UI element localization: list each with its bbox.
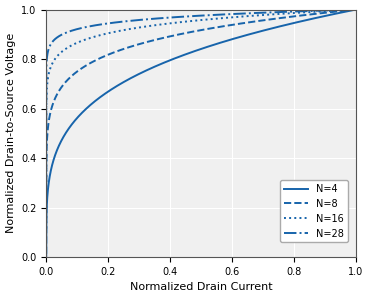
N=8	[162, 36, 167, 39]
N=4	[44, 255, 48, 259]
N=8	[299, 14, 303, 17]
Line: N=4: N=4	[46, 10, 356, 257]
N=8	[230, 23, 234, 27]
N=28	[299, 10, 303, 13]
N=16	[275, 12, 279, 16]
N=8	[100, 55, 105, 59]
Line: N=16: N=16	[46, 10, 356, 229]
N=28	[354, 8, 358, 11]
N=4	[245, 33, 250, 37]
N=16	[162, 22, 167, 26]
N=16	[100, 33, 105, 36]
N=28	[100, 22, 105, 26]
N=28	[245, 12, 250, 15]
N=28	[44, 183, 48, 187]
N=8	[245, 21, 250, 24]
N=8	[354, 8, 358, 11]
Line: N=8: N=8	[46, 10, 356, 254]
N=28	[162, 16, 167, 20]
Y-axis label: Normalized Drain-to-Source Voltage: Normalized Drain-to-Source Voltage	[6, 33, 15, 234]
N=16	[354, 8, 358, 11]
N=8	[44, 252, 48, 256]
X-axis label: Normalized Drain Current: Normalized Drain Current	[130, 283, 272, 292]
N=4	[299, 20, 303, 23]
N=28	[275, 10, 279, 14]
N=28	[230, 12, 234, 16]
N=16	[245, 14, 250, 18]
Line: N=28: N=28	[46, 10, 356, 185]
N=8	[275, 17, 279, 20]
Legend: N=4, N=8, N=16, N=28: N=4, N=8, N=16, N=28	[280, 180, 348, 242]
N=16	[299, 11, 303, 14]
N=16	[44, 227, 48, 230]
N=16	[230, 15, 234, 19]
N=4	[100, 94, 105, 97]
N=4	[162, 61, 167, 64]
N=4	[275, 25, 279, 29]
N=4	[230, 38, 234, 41]
N=4	[354, 8, 358, 11]
